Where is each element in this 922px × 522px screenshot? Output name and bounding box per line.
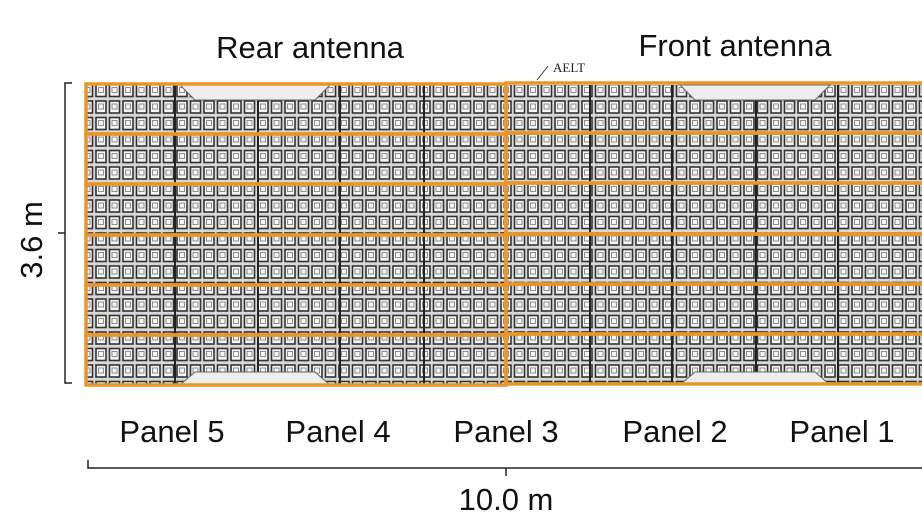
panel-label: Panel 3 bbox=[453, 414, 558, 449]
panel-label: Panel 4 bbox=[285, 414, 390, 449]
width-label: 10.0 m bbox=[459, 482, 554, 517]
aelt-label: AELT bbox=[553, 60, 585, 75]
panel-label: Panel 5 bbox=[119, 414, 224, 449]
front-antenna-label: Front antenna bbox=[638, 28, 832, 63]
panel-outlines bbox=[84, 81, 922, 387]
aelt-pointer bbox=[536, 65, 549, 81]
height-bracket bbox=[58, 82, 72, 384]
panel-label: Panel 2 bbox=[622, 414, 727, 449]
height-label: 3.6 m bbox=[14, 201, 49, 279]
width-bracket bbox=[87, 460, 922, 476]
panel-labels: Panel 5 Panel 4 Panel 3 Panel 2 Panel 1 bbox=[119, 414, 894, 449]
rear-antenna-label: Rear antenna bbox=[216, 30, 405, 65]
panel-label: Panel 1 bbox=[789, 414, 894, 449]
